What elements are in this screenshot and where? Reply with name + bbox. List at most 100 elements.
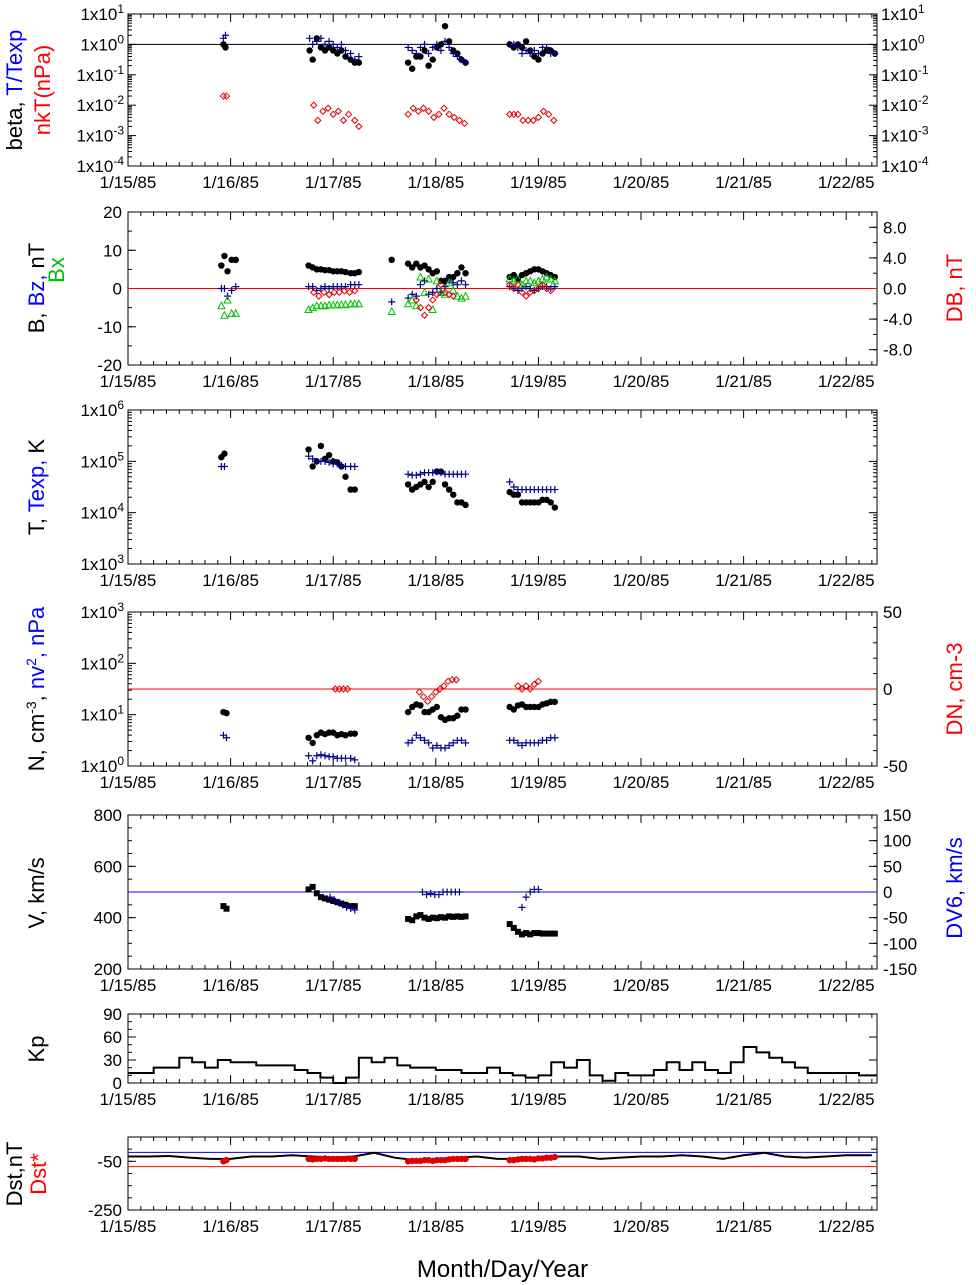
dens-x-tick-label: 1/22/85: [818, 773, 875, 792]
beta-x-tick-label: 1/16/85: [202, 173, 259, 192]
mag-point: [454, 270, 461, 277]
dens-point: [351, 730, 358, 737]
beta-point: [429, 56, 436, 63]
vel-point: [527, 931, 534, 938]
temp-point: [514, 491, 522, 498]
dens-point: [518, 685, 526, 693]
temp-point: [342, 473, 349, 480]
dens-point: [427, 692, 436, 701]
beta-point: [321, 40, 329, 48]
beta-point: [457, 56, 465, 64]
mag-point: [429, 288, 437, 296]
beta-point: [409, 104, 417, 112]
vel-x-tick-label: 1/21/85: [715, 976, 772, 995]
beta-point: [338, 47, 345, 54]
temp-point: [404, 470, 412, 478]
dens-point: [534, 739, 542, 747]
vel-panel: 1/15/85 1/16/85 1/17/85 1/18/85 1/19/85 1/20/…: [24, 806, 967, 995]
dens-label-part: 2: [23, 658, 39, 666]
dst-plot-frame: [127, 1136, 878, 1211]
mag-point: [324, 300, 334, 309]
dens-point: [510, 706, 517, 713]
temp-point: [351, 462, 359, 470]
mag-point: [388, 256, 395, 264]
beta-point: [342, 53, 349, 60]
mag-point: [309, 283, 317, 291]
beta-point: [450, 113, 458, 122]
mag-y-tick-label: -20: [97, 356, 122, 375]
dens-point: [223, 709, 230, 717]
beta-point: [530, 46, 538, 54]
vel-point: [510, 924, 517, 931]
vel-point: [330, 896, 338, 904]
dens-point: [351, 756, 359, 764]
beta-point: [404, 110, 412, 119]
mag-point: [514, 275, 522, 283]
vel-point: [425, 915, 432, 922]
temp-point: [433, 468, 441, 476]
temp-point: [506, 478, 514, 486]
dst-point: [351, 1155, 358, 1163]
kp-x-tick-label: 1/16/85: [202, 1090, 259, 1109]
beta-point: [409, 65, 416, 72]
vel-y-tick-label: 800: [94, 806, 122, 825]
mag-label-part: Bz,: [24, 268, 49, 306]
mag-point: [404, 260, 412, 267]
beta-point: [535, 56, 542, 63]
beta-point: [416, 43, 424, 51]
beta-plot-frame: [127, 13, 878, 167]
beta-point: [222, 92, 231, 100]
vel-point: [417, 912, 424, 919]
mag-point: [388, 298, 396, 306]
temp-point: [321, 457, 329, 465]
dens-point: [514, 682, 522, 690]
beta-point: [309, 56, 316, 63]
dst-x-tick-label: 1/20/85: [613, 1217, 670, 1236]
kp-line-kp: [128, 1045, 877, 1084]
temp-label-part: Texp,: [24, 454, 49, 513]
beta-point: [333, 43, 341, 51]
beta-x-tick-label: 1/21/85: [715, 173, 772, 192]
mag-point: [514, 280, 522, 289]
beta-right-y-tick-label: 1x10-2: [881, 93, 929, 115]
kp-x-tick-label: 1/21/85: [715, 1090, 772, 1109]
mag-point: [321, 283, 329, 291]
beta-point: [544, 110, 553, 119]
mag-point: [316, 301, 326, 310]
vel-point: [326, 893, 334, 901]
vel-right-y-tick-label: 150: [883, 806, 911, 825]
dens-label-part: ,: [24, 689, 49, 701]
temp-point: [351, 486, 358, 493]
mag-point: [350, 299, 360, 308]
vel-x-tick-label: 1/19/85: [510, 976, 567, 995]
vel-point: [455, 888, 463, 896]
beta-point: [518, 50, 526, 58]
vel-point: [343, 903, 351, 911]
temp-y-tick-label: 1x105: [80, 449, 124, 471]
temp-point: [551, 486, 559, 494]
beta-y-tick-label: 1x100: [80, 32, 124, 54]
beta-point: [433, 40, 441, 48]
vel-point: [534, 885, 542, 893]
beta-point: [306, 47, 313, 54]
dens-point: [510, 736, 518, 744]
dens-point: [457, 736, 465, 744]
beta-label-part: beta,: [2, 96, 27, 151]
vel-x-tick-label: 1/22/85: [818, 976, 875, 995]
kp-panel: 1/15/85 1/16/85 1/17/85 1/18/85 1/19/85 1/20/…: [24, 1005, 878, 1109]
mag-point: [546, 274, 556, 283]
dens-label-part: -3: [23, 701, 39, 714]
beta-point: [222, 44, 229, 51]
kp-x-tick-label: 1/17/85: [305, 1090, 362, 1109]
beta-point: [355, 53, 363, 61]
vel-x-tick-label: 1/15/85: [100, 976, 157, 995]
dens-point: [441, 744, 449, 752]
kp-y-tick-label: 90: [103, 1005, 122, 1024]
beta-point: [342, 46, 350, 54]
vel-point: [518, 931, 525, 938]
mag-point: [518, 285, 526, 292]
mag-point: [433, 285, 441, 292]
beta-point: [404, 43, 412, 51]
mag-point: [310, 288, 318, 297]
beta-point: [534, 113, 543, 122]
